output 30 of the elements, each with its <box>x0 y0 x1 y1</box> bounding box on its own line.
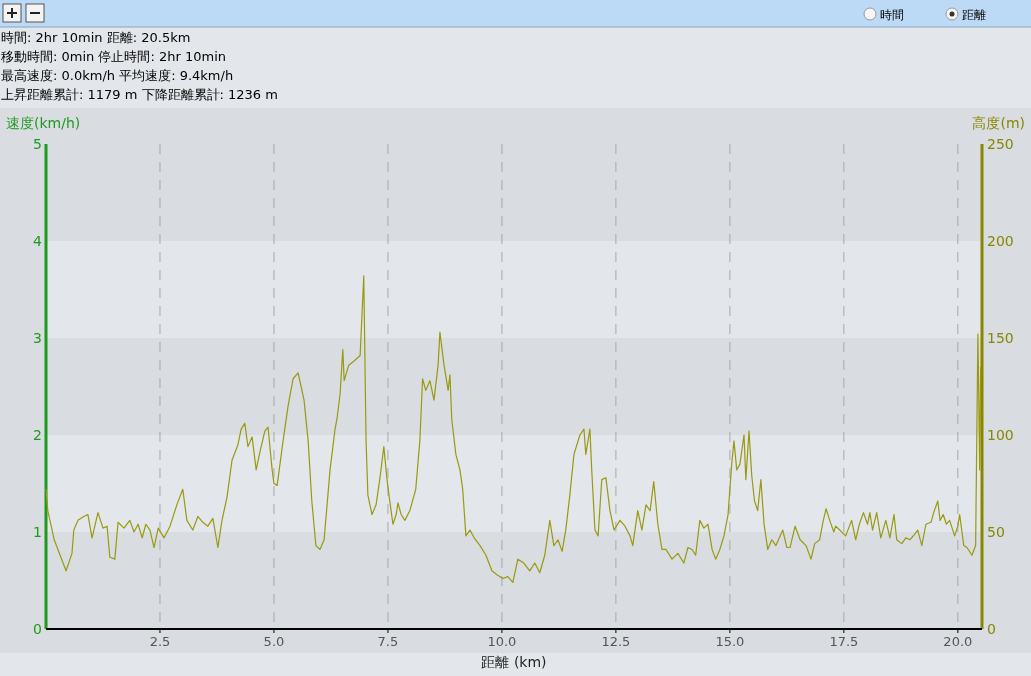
y2-tick-label: 100 <box>987 427 1014 443</box>
x-tick-label: 7.5 <box>377 634 399 649</box>
x-tick-label: 20.0 <box>943 634 973 649</box>
y-axis-title: 速度(km/h) <box>6 115 81 131</box>
y2-tick-label: 150 <box>987 330 1014 346</box>
y-tick-label: 4 <box>33 233 43 249</box>
text: 時間 <box>880 8 904 22</box>
line-series <box>45 275 982 584</box>
text: 上昇距離累計: 1179 m 下降距離累計: 1236 m <box>1 87 278 102</box>
text: 時間: 2hr 10min 距離: 20.5km <box>1 30 191 45</box>
y-tick-label: 0 <box>33 621 42 637</box>
text: 距離 <box>962 8 986 22</box>
text: 移動時間: 0min 停止時間: 2hr 10min <box>1 49 226 64</box>
x-tick-label: 5.0 <box>263 634 285 649</box>
y2-tick-label: 0 <box>987 621 996 637</box>
y-tick-label: 5 <box>33 136 42 152</box>
y2-tick-label: 50 <box>987 524 1005 540</box>
y-tick-label: 1 <box>33 524 42 540</box>
x-tick-label: 15.0 <box>715 634 745 649</box>
x-tick-label: 17.5 <box>829 634 859 649</box>
y-tick-label: 2 <box>33 427 42 443</box>
text: 最高速度: 0.0km/h 平均速度: 9.4km/h <box>1 68 234 83</box>
y-tick-label: 3 <box>33 330 42 346</box>
x-axis-title: 距離 (km) <box>481 654 547 670</box>
x-tick-label: 10.0 <box>487 634 517 649</box>
y2-tick-label: 250 <box>987 136 1014 152</box>
x-tick-label: 12.5 <box>601 634 631 649</box>
y2-axis-title: 高度(m) <box>972 115 1025 131</box>
y2-tick-label: 200 <box>987 233 1014 249</box>
x-tick-label: 2.5 <box>149 634 171 649</box>
